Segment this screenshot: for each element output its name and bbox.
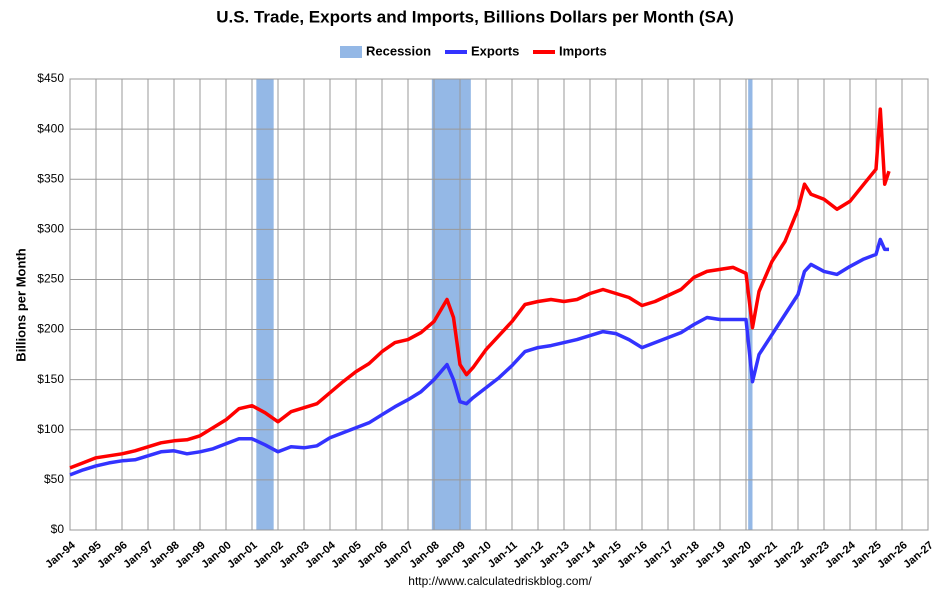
legend-swatch [340, 46, 362, 58]
y-tick-label: $100 [37, 422, 64, 436]
y-tick-label: $150 [37, 372, 64, 386]
y-tick-label: $400 [37, 121, 64, 135]
legend-label: Imports [559, 43, 607, 58]
y-tick-label: $350 [37, 171, 64, 185]
source: http://www.calculatedriskblog.com/ [408, 574, 592, 588]
series-line [69, 237, 889, 477]
y-tick-label: $250 [37, 272, 64, 286]
y-tick-label: $200 [37, 322, 64, 336]
y-tick-label: $300 [37, 222, 64, 236]
recession-band [431, 79, 471, 530]
y-tick-label: $0 [51, 522, 65, 536]
y-axis-label: Billions per Month [13, 248, 28, 361]
y-tick-label: $450 [37, 71, 64, 85]
legend-label: Exports [471, 43, 519, 58]
y-tick-label: $50 [44, 472, 64, 486]
chart-title: U.S. Trade, Exports and Imports, Billion… [216, 7, 734, 26]
plot-area [69, 78, 929, 531]
series-line [69, 107, 891, 470]
recession-band [256, 79, 274, 530]
legend-label: Recession [366, 43, 431, 58]
